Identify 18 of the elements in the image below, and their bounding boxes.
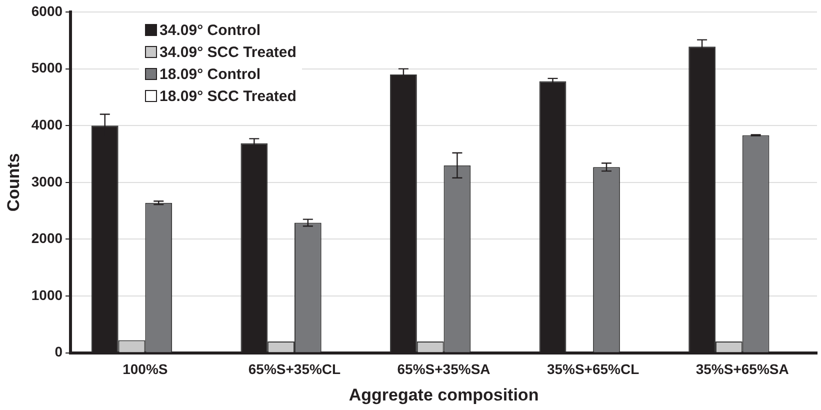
legend-label: 18.09° SCC Treated <box>160 88 296 104</box>
x-tick-label: 65%S+35%SA <box>397 361 490 378</box>
y-tick-label: 0 <box>54 344 63 360</box>
x-tick-label: 65%S+35%CL <box>248 361 342 378</box>
x-tick-label: 35%S+65%SA <box>696 361 789 378</box>
x-tick-label: 100%S <box>122 361 168 378</box>
y-tick-label: 3000 <box>31 173 63 190</box>
y-axis-title: Counts <box>4 153 23 212</box>
y-tick-label: 1000 <box>31 286 63 303</box>
x-axis-title: Aggregate composition <box>348 385 539 404</box>
legend-label: 34.09° SCC Treated <box>160 44 296 60</box>
x-tick-label: 35%S+65%CL <box>546 361 640 378</box>
y-tick-label: 6000 <box>31 2 63 19</box>
y-tick-label: 4000 <box>31 116 63 132</box>
legend-label: 18.09° Control <box>160 66 261 82</box>
y-tick-label: 5000 <box>31 60 63 76</box>
y-tick-label: 2000 <box>31 230 63 246</box>
legend-label: 34.09° Control <box>160 22 261 38</box>
